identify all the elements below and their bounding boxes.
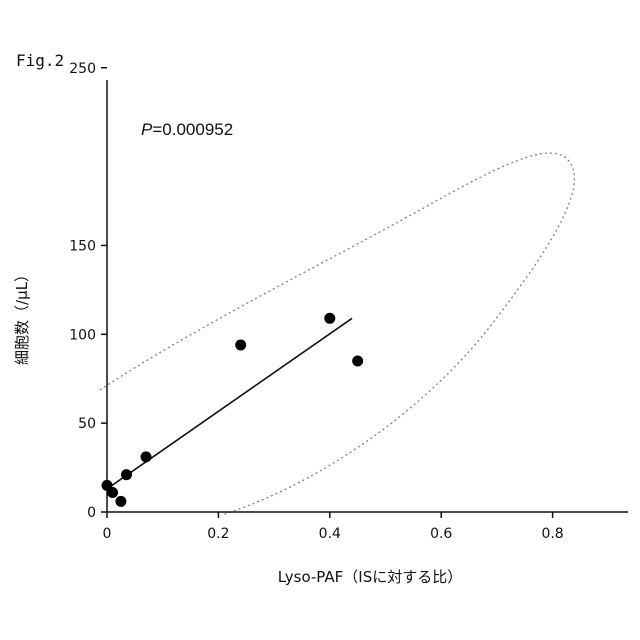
y-tick-label: 250	[69, 61, 96, 77]
p-value-annotation: P=0.000952	[141, 120, 233, 139]
y-axis-ticks: 0 50 100 150 250	[69, 61, 107, 521]
x-tick-label: 0	[103, 526, 112, 542]
y-tick-label: 150	[69, 238, 96, 254]
x-tick-label: 0.2	[207, 526, 229, 542]
p-value-number: =0.000952	[152, 120, 233, 139]
x-axis-title: Lyso-PAF（ISに対する比）	[278, 568, 462, 586]
data-point	[115, 496, 126, 507]
y-tick-label: 100	[69, 327, 96, 343]
confidence-ellipse	[100, 153, 574, 515]
x-tick-label: 0.4	[319, 526, 341, 542]
figure-label: Fig.2	[16, 51, 64, 70]
y-axis-title: 細胞数（/μL）	[13, 267, 31, 365]
y-tick-label: 50	[78, 416, 96, 432]
y-tick-label: 0	[87, 505, 96, 521]
data-point	[352, 355, 363, 366]
regression-line	[107, 318, 352, 489]
data-point	[121, 469, 132, 480]
data-point	[107, 487, 118, 498]
data-point	[235, 339, 246, 350]
x-tick-label: 0.6	[430, 526, 452, 542]
p-value-symbol: P	[141, 120, 153, 139]
data-point	[140, 451, 151, 462]
x-tick-label: 0.8	[541, 526, 563, 542]
data-point	[324, 313, 335, 324]
data-points	[102, 313, 364, 507]
x-axis-ticks: 0 0.2 0.4 0.6 0.8	[103, 512, 564, 542]
